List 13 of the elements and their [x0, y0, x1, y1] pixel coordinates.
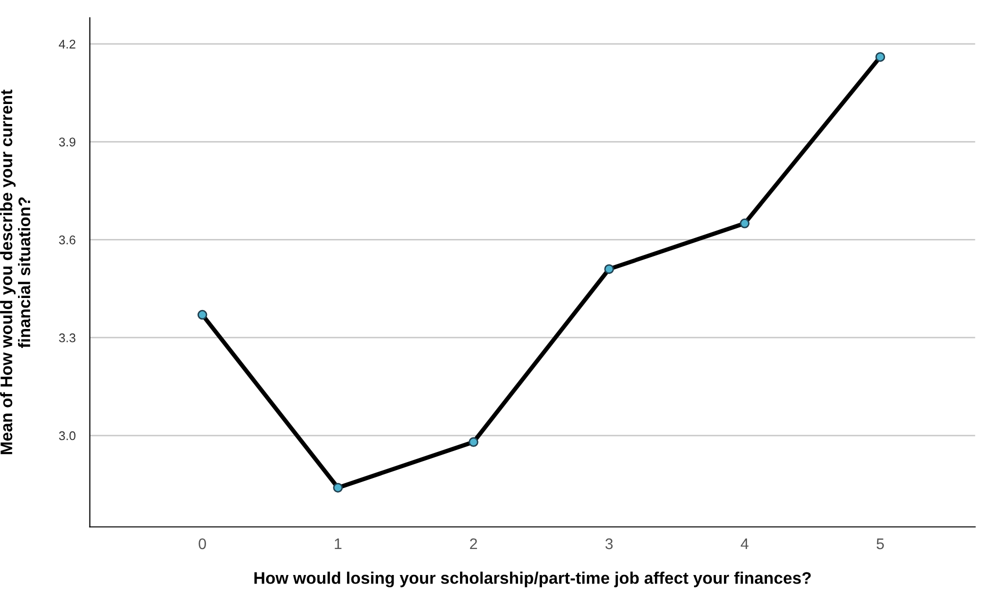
y-tick-label: 3.9	[59, 138, 76, 146]
y-axis-title: Mean of How would you describe your current financial situation?	[0, 90, 30, 454]
x-tick-label: 5	[876, 538, 884, 550]
y-tick-label: 3.3	[59, 333, 76, 342]
y-tick-label: 4.2	[58, 40, 76, 48]
x-tick-label: 4	[740, 538, 748, 550]
x-axis-title: How would losing your scholarship/part-time job affect your finances?	[254, 572, 811, 588]
x-tick-label: 0	[198, 538, 206, 550]
x-tick-label: 2	[470, 538, 477, 550]
y-tick-label: 3.0	[59, 431, 76, 440]
x-tick-label: 3	[605, 538, 613, 550]
x-tick-label: 1	[334, 538, 342, 550]
y-tick-label: 3.6	[59, 236, 76, 244]
